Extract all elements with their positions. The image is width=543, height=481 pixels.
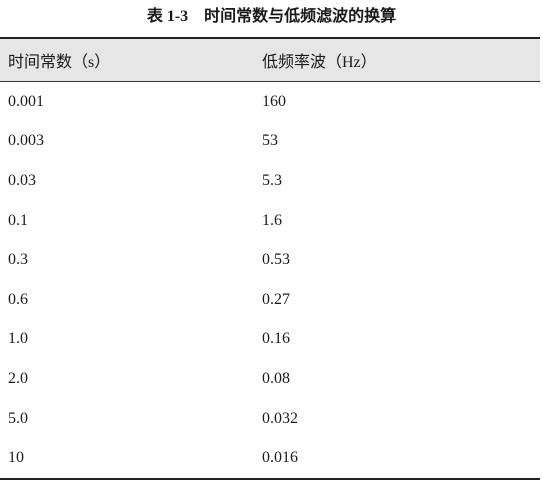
table-cell: 0.16: [262, 330, 290, 348]
table-row: 0.003 53: [0, 122, 540, 162]
table-cell: 0.6: [8, 290, 28, 308]
table-row: 0.03 5.3: [0, 161, 540, 201]
table-cell: 5.0: [8, 409, 28, 427]
table-body: 0.001 160 0.003 53 0.03 5.3 0.1 1.6 0.3 0.53 0.6 0.…: [0, 82, 540, 479]
table-row: 0.1 1.6: [0, 201, 540, 241]
header-cell: 时间常数（s）: [8, 54, 111, 71]
table-head: 时间常数（s） 低频率波（Hz）: [0, 38, 540, 82]
table-cell: 2.0: [8, 369, 28, 387]
table-cell: 10: [8, 449, 24, 467]
table-cell: 0.53: [262, 251, 290, 269]
table-cell: 0.016: [262, 449, 298, 467]
table-cell: 0.032: [262, 409, 298, 427]
table-title: 表 1-3 时间常数与低频滤波的换算: [146, 8, 397, 25]
table-cell: 160: [262, 92, 286, 110]
table-cell: 1.0: [8, 330, 28, 348]
table-cell: 0.003: [8, 132, 44, 150]
table-cell: 0.03: [8, 171, 36, 189]
table-row: 1.0 0.16: [0, 320, 540, 360]
header-cell: 低频率波（Hz）: [262, 54, 377, 71]
table-row: 0.6 0.27: [0, 280, 540, 320]
table-cell: 53: [262, 132, 278, 150]
table-cell: 0.08: [262, 369, 290, 387]
table-cell: 0.001: [8, 92, 44, 110]
table-cell: 0.27: [262, 290, 290, 308]
table-row: 10 0.016: [0, 438, 540, 479]
table: 时间常数（s） 低频率波（Hz） 0.001 160 0.003 53 0.03 5.3 0.…: [0, 37, 540, 480]
table-cell: 0.1: [8, 211, 28, 229]
table-row: 0.3 0.53: [0, 240, 540, 280]
table-row: 2.0 0.08: [0, 359, 540, 399]
header-row: 时间常数（s） 低频率波（Hz）: [0, 38, 540, 82]
table-row: 0.001 160: [0, 82, 540, 122]
table-cell: 5.3: [262, 171, 282, 189]
table-cell: 0.3: [8, 251, 28, 269]
table-cell: 1.6: [262, 211, 282, 229]
table-row: 5.0 0.032: [0, 399, 540, 439]
